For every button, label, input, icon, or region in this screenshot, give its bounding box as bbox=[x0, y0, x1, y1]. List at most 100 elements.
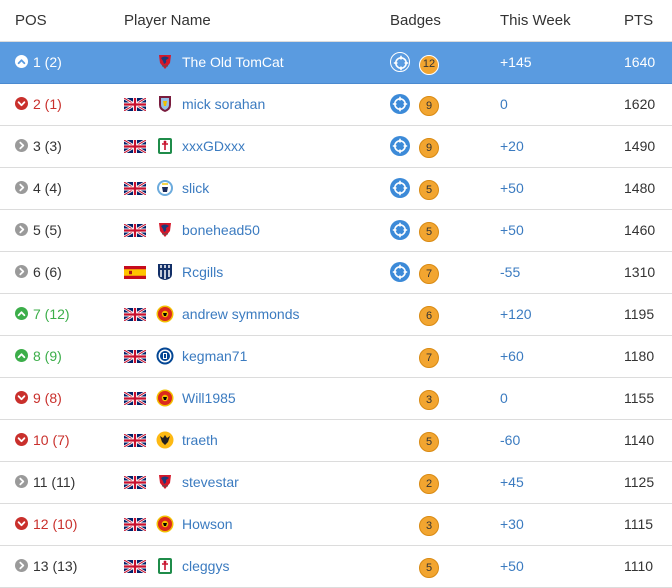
position-cell: 7 (12) bbox=[15, 294, 70, 335]
player-name-link[interactable]: Howson bbox=[182, 516, 233, 532]
player-name-link[interactable]: xxxGDxxx bbox=[182, 138, 245, 154]
position-text: 12 (10) bbox=[33, 516, 78, 532]
player-name-link[interactable]: stevestar bbox=[182, 474, 239, 490]
table-row[interactable]: 12 (10) Howson 3 +30 1115 bbox=[0, 504, 672, 546]
arrow-right-icon bbox=[15, 223, 28, 236]
player-name-link[interactable]: cleggys bbox=[182, 558, 230, 574]
uk-flag-icon bbox=[124, 98, 146, 111]
points-value: 1180 bbox=[624, 348, 655, 364]
position-text: 3 (3) bbox=[33, 138, 62, 154]
position-cell: 8 (9) bbox=[15, 336, 62, 377]
arrow-down-icon bbox=[15, 97, 28, 110]
target-icon bbox=[390, 220, 410, 240]
table-row[interactable]: 13 (13) cleggys 5 +50 1110 bbox=[0, 546, 672, 588]
this-week-value: +50 bbox=[500, 222, 524, 238]
table-row[interactable]: 7 (12) andrew symmonds 6 +120 1195 bbox=[0, 294, 672, 336]
table-row[interactable]: 2 (1) mick sorahan 9 0 1620 bbox=[0, 84, 672, 126]
target-icon bbox=[390, 178, 410, 198]
player-name-link[interactable]: Rcgills bbox=[182, 264, 224, 280]
header-pts[interactable]: PTS bbox=[624, 12, 654, 29]
table-row[interactable]: 1 (2) The Old TomCat 12 +145 1640 bbox=[0, 42, 672, 84]
header-badges[interactable]: Badges bbox=[390, 12, 441, 29]
this-week-value: +120 bbox=[500, 306, 532, 322]
badge-count-value: 9 bbox=[419, 96, 439, 116]
header-player-name[interactable]: Player Name bbox=[124, 12, 211, 29]
target-icon bbox=[390, 262, 410, 282]
badge-count: 2 bbox=[419, 472, 439, 494]
points-value: 1125 bbox=[624, 474, 655, 490]
player-name-link[interactable]: slick bbox=[182, 180, 210, 196]
table-row[interactable]: 3 (3) xxxGDxxx 9 +20 1490 bbox=[0, 126, 672, 168]
header-pos[interactable]: POS bbox=[15, 12, 47, 29]
player-name-link[interactable]: Will1985 bbox=[182, 390, 236, 406]
points-value: 1195 bbox=[624, 306, 655, 322]
table-row[interactable]: 5 (5) bonehead50 5 +50 1460 bbox=[0, 210, 672, 252]
arrow-right-icon bbox=[15, 559, 28, 572]
badge-count-value: 12 bbox=[419, 55, 439, 75]
cardiff-crest-icon bbox=[155, 472, 175, 492]
uk-flag-icon bbox=[124, 392, 146, 405]
player-name-link[interactable]: traeth bbox=[182, 432, 218, 448]
man-united-crest-icon bbox=[155, 514, 175, 534]
weekly-winner-badge bbox=[390, 136, 410, 156]
badge-count: 7 bbox=[419, 262, 439, 284]
table-row[interactable]: 4 (4) slick 5 +50 1480 bbox=[0, 168, 672, 210]
player-name-link[interactable]: kegman71 bbox=[182, 348, 248, 364]
this-week-value: +145 bbox=[500, 54, 532, 70]
uk-flag-icon bbox=[124, 140, 146, 153]
arrow-down-icon bbox=[15, 517, 28, 530]
position-text: 6 (6) bbox=[33, 264, 62, 280]
man-united-crest-icon bbox=[155, 304, 175, 324]
position-text: 2 (1) bbox=[33, 96, 62, 112]
player-name-link[interactable]: The Old TomCat bbox=[182, 54, 284, 70]
uk-flag-icon bbox=[124, 560, 146, 573]
badge-count: 12 bbox=[419, 52, 439, 75]
arrow-right-icon bbox=[15, 139, 28, 152]
weekly-winner-badge bbox=[390, 262, 410, 282]
arrow-up-icon bbox=[15, 307, 28, 320]
badge-count: 5 bbox=[419, 556, 439, 578]
position-cell: 4 (4) bbox=[15, 168, 62, 209]
man-united-crest-icon bbox=[155, 388, 175, 408]
table-row[interactable]: 9 (8) Will1985 3 0 1155 bbox=[0, 378, 672, 420]
position-text: 4 (4) bbox=[33, 180, 62, 196]
uk-flag-icon bbox=[124, 476, 146, 489]
badge-count: 3 bbox=[419, 388, 439, 410]
badge-count: 5 bbox=[419, 430, 439, 452]
player-name-link[interactable]: andrew symmonds bbox=[182, 306, 300, 322]
table-row[interactable]: 10 (7) traeth 5 -60 1140 bbox=[0, 420, 672, 462]
uk-flag-icon bbox=[124, 434, 146, 447]
badge-count: 9 bbox=[419, 94, 439, 116]
target-icon bbox=[390, 136, 410, 156]
position-cell: 2 (1) bbox=[15, 84, 62, 125]
badge-count-value: 9 bbox=[419, 138, 439, 158]
badge-count-value: 7 bbox=[419, 264, 439, 284]
badge-count-value: 7 bbox=[419, 348, 439, 368]
liverpool-crest-icon bbox=[155, 556, 175, 576]
points-value: 1620 bbox=[624, 96, 656, 112]
player-name-link[interactable]: bonehead50 bbox=[182, 222, 260, 238]
table-row[interactable]: 6 (6) Rcgills 7 -55 1310 bbox=[0, 252, 672, 294]
this-week-value: +20 bbox=[500, 138, 524, 154]
badge-count-value: 3 bbox=[419, 390, 439, 410]
badge-count-value: 5 bbox=[419, 432, 439, 452]
position-cell: 1 (2) bbox=[15, 42, 62, 83]
points-value: 1115 bbox=[624, 516, 654, 532]
position-text: 1 (2) bbox=[33, 54, 62, 70]
man-city-crest-icon bbox=[155, 178, 175, 198]
weekly-winner-badge bbox=[390, 94, 410, 114]
points-value: 1310 bbox=[624, 264, 656, 280]
player-name-link[interactable]: mick sorahan bbox=[182, 96, 266, 112]
arrow-right-icon bbox=[15, 181, 28, 194]
header-this-week[interactable]: This Week bbox=[500, 12, 571, 29]
table-row[interactable]: 11 (11) stevestar 2 +45 1125 bbox=[0, 462, 672, 504]
target-icon bbox=[390, 52, 410, 72]
badge-count-value: 5 bbox=[419, 222, 439, 242]
points-value: 1460 bbox=[624, 222, 656, 238]
arrow-up-icon bbox=[15, 349, 28, 362]
badge-count-value: 3 bbox=[419, 516, 439, 536]
position-cell: 12 (10) bbox=[15, 504, 77, 545]
this-week-value: +50 bbox=[500, 180, 524, 196]
table-row[interactable]: 8 (9) kegman71 7 +60 1180 bbox=[0, 336, 672, 378]
points-value: 1480 bbox=[624, 180, 656, 196]
